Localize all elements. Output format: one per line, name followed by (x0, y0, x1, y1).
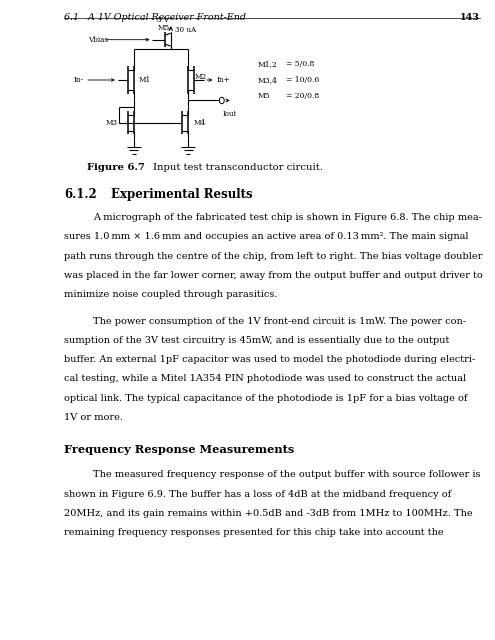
Text: cal testing, while a Mitel 1A354 PIN photodiode was used to construct the actual: cal testing, while a Mitel 1A354 PIN pho… (64, 374, 466, 383)
Text: M3,4: M3,4 (257, 76, 277, 84)
Text: = 5/0.8: = 5/0.8 (286, 60, 314, 68)
Text: M1: M1 (139, 76, 151, 84)
Text: = 20/0.8: = 20/0.8 (286, 92, 319, 100)
Text: The measured frequency response of the output buffer with source follower is: The measured frequency response of the o… (93, 470, 481, 479)
Text: In+: In+ (216, 76, 230, 84)
Text: Experimental Results: Experimental Results (111, 188, 253, 200)
Text: 30 uA: 30 uA (175, 26, 196, 33)
Text: M4: M4 (194, 119, 206, 127)
Text: Frequency Response Measurements: Frequency Response Measurements (64, 444, 295, 454)
Text: M5: M5 (257, 92, 270, 100)
Text: M5: M5 (157, 24, 169, 32)
Text: A micrograph of the fabricated test chip is shown in Figure 6.8. The chip mea-: A micrograph of the fabricated test chip… (93, 213, 482, 222)
Text: 6.1.2: 6.1.2 (64, 188, 97, 200)
Text: sures 1.0 mm × 1.6 mm and occupies an active area of 0.13 mm². The main signal: sures 1.0 mm × 1.6 mm and occupies an ac… (64, 232, 469, 241)
Text: shown in Figure 6.9. The buffer has a loss of 4dB at the midband frequency of: shown in Figure 6.9. The buffer has a lo… (64, 490, 451, 499)
Text: The power consumption of the 1V front-end circuit is 1mW. The power con-: The power consumption of the 1V front-en… (93, 317, 466, 326)
Text: M3: M3 (106, 119, 118, 127)
Text: Vbias: Vbias (88, 36, 108, 44)
Text: optical link. The typical capacitance of the photodiode is 1pF for a bias voltag: optical link. The typical capacitance of… (64, 394, 468, 403)
Text: was placed in the far lower corner, away from the output buffer and output drive: was placed in the far lower corner, away… (64, 271, 483, 280)
Text: 20MHz, and its gain remains within +0.5dB and -3dB from 1MHz to 100MHz. The: 20MHz, and its gain remains within +0.5d… (64, 509, 473, 518)
Text: M1,2: M1,2 (257, 60, 277, 68)
Text: 3 V: 3 V (157, 17, 169, 24)
Text: 1V or more.: 1V or more. (64, 413, 123, 422)
Text: Iout: Iout (223, 110, 237, 118)
Text: remaining frequency responses presented for this chip take into account the: remaining frequency responses presented … (64, 528, 444, 537)
Text: Input test transconductor circuit.: Input test transconductor circuit. (153, 163, 323, 172)
Text: path runs through the centre of the chip, from left to right. The bias voltage d: path runs through the centre of the chip… (64, 252, 483, 260)
Text: M2: M2 (195, 73, 207, 81)
Text: 143: 143 (460, 13, 480, 22)
Text: In-: In- (74, 76, 84, 84)
Text: buffer. An external 1pF capacitor was used to model the photodiode during electr: buffer. An external 1pF capacitor was us… (64, 355, 476, 364)
Text: 6.1   A 1V Optical Receiver Front-End: 6.1 A 1V Optical Receiver Front-End (64, 13, 247, 22)
Text: Figure 6.7: Figure 6.7 (87, 163, 145, 172)
Text: = 10/0.6: = 10/0.6 (286, 76, 319, 84)
Text: sumption of the 3V test circuitry is 45mW, and is essentially due to the output: sumption of the 3V test circuitry is 45m… (64, 336, 450, 345)
Text: minimize noise coupled through parasitics.: minimize noise coupled through parasitic… (64, 290, 278, 299)
